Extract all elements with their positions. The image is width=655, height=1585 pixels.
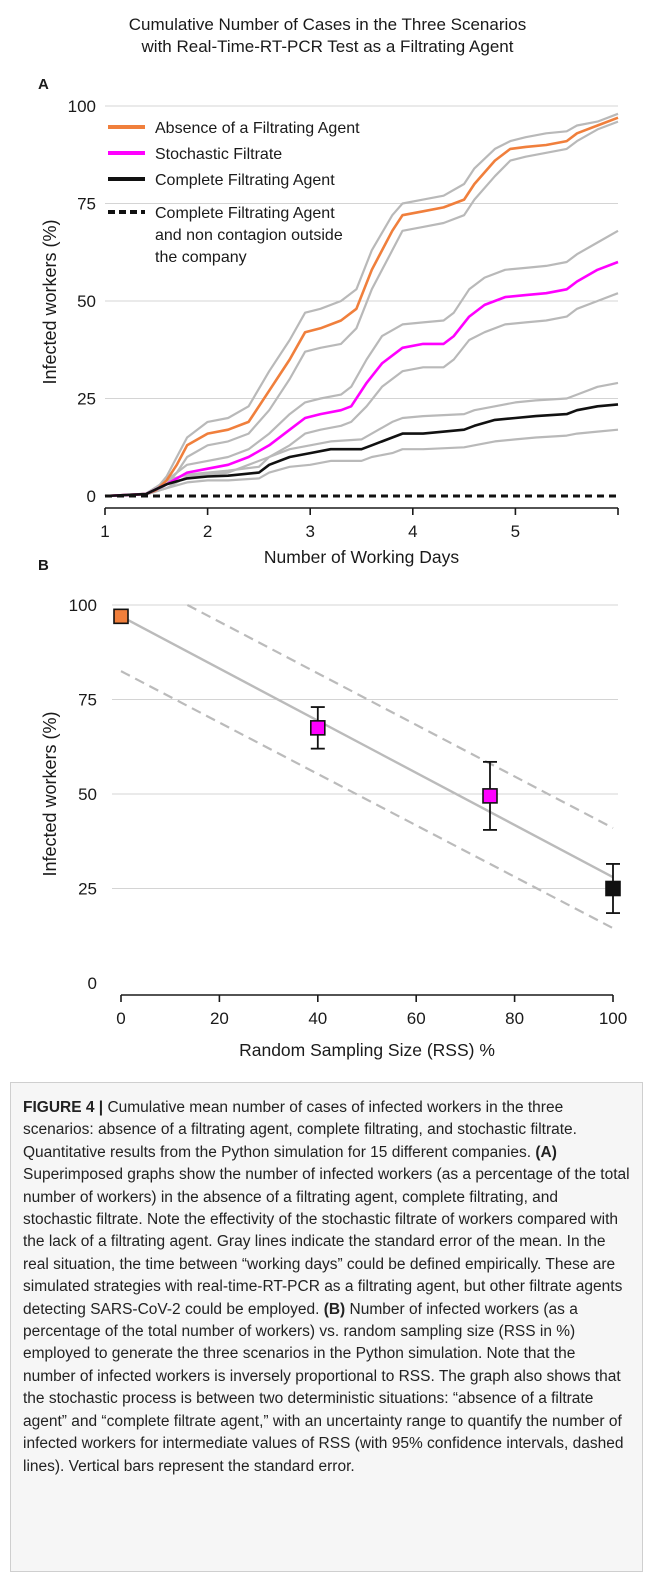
caption-label-a: (A) (535, 1143, 557, 1161)
chart-a-xtick-label: 1 (100, 522, 109, 541)
chart-b-ci-upper (186, 604, 614, 829)
chart-a-legend-label: and non contagion outside (155, 227, 343, 244)
chart-b-points (113, 608, 621, 914)
figure-title: Cumulative Number of Cases in the Three … (0, 14, 655, 58)
chart-a-se-line (104, 381, 619, 498)
chart-a-axes: 0 25 50 75 100 1 2 3 4 5 Number of Working Days Inf… (40, 97, 619, 567)
chart-b-ytick-label: 25 (78, 880, 97, 899)
caption-label-b: (B) (323, 1300, 346, 1318)
chart-b-xtick-label: 20 (210, 1009, 229, 1028)
chart-a-legend-label: Complete Filtrating Agent (155, 172, 335, 189)
chart-b-axes: 0 25 50 75 100 0 20 40 60 80 100 Random Sampling Si… (40, 596, 627, 1060)
chart-a-ylabel: Infected workers (%) (40, 219, 60, 384)
chart-a-xtick-label: 4 (408, 522, 417, 541)
chart-a-series-line (104, 116, 619, 498)
chart-a-series-line (104, 260, 619, 498)
chart-b: 0 25 50 75 100 0 20 40 60 80 100 Random Sampling Si… (40, 596, 627, 1060)
chart-a-legend-label: Absence of a Filtrating Agent (155, 120, 360, 137)
panel-b-letter: B (38, 557, 49, 574)
chart-a-legend-label: Stochastic Filtrate (155, 146, 282, 163)
figure-title-line1: Cumulative Number of Cases in the Three … (128, 15, 527, 34)
chart-a-series-line (104, 403, 619, 498)
chart-b-ytick-label: 50 (78, 785, 97, 804)
chart-b-ytick-label: 75 (78, 691, 97, 710)
panel-a-letter: A (38, 76, 49, 93)
chart-b-gridlines (112, 604, 618, 889)
caption-text-1: Cumulative mean number of cases of infec… (23, 1099, 577, 1161)
figure-title-line2: with Real-Time-RT-PCR Test as a Filtrati… (141, 37, 514, 56)
chart-b-xlabel: Random Sampling Size (RSS) % (239, 1040, 495, 1060)
chart-b-xtick-label: 40 (308, 1009, 327, 1028)
caption-text-2: Superimposed graphs show the number of i… (23, 1166, 630, 1318)
chart-a-ytick-label: 50 (77, 292, 96, 311)
chart-b-point (113, 608, 129, 625)
chart-b-xtick-label: 0 (116, 1009, 125, 1028)
chart-a-legend: Absence of a Filtrating Agent Stochastic … (108, 120, 360, 266)
chart-b-xtick-label: 80 (505, 1009, 524, 1028)
chart-a-se-line (104, 428, 619, 498)
caption-text-3: Number of infected workers (as a percent… (23, 1300, 624, 1475)
figure-caption-box: FIGURE 4 | Cumulative mean number of cas… (10, 1082, 643, 1572)
chart-b-point (482, 788, 498, 804)
chart-a-se-line (104, 112, 619, 498)
chart-b-xtick-label: 60 (407, 1009, 426, 1028)
chart-b-ylabel: Infected workers (%) (40, 711, 60, 876)
chart-a-ytick-label: 0 (87, 487, 96, 506)
chart-a-xtick-label: 5 (511, 522, 520, 541)
chart-b-ytick-label: 100 (69, 596, 97, 615)
chart-b-point (309, 720, 326, 736)
chart-a-series (104, 112, 619, 498)
chart-a-se-line (104, 229, 619, 498)
chart-a-xlabel: Number of Working Days (264, 547, 459, 567)
chart-b-ytick-label: 0 (88, 974, 97, 993)
chart-a-ytick-label: 75 (77, 195, 96, 214)
chart-a-xtick-label: 3 (305, 522, 314, 541)
chart-b-fit-lines (120, 604, 614, 930)
chart-b-ci-lower (120, 670, 614, 930)
chart-a-se-line (104, 120, 619, 498)
chart-b-xtick-label: 100 (599, 1009, 627, 1028)
chart-a-xtick-label: 2 (203, 522, 212, 541)
chart-b-fit-line (120, 615, 614, 879)
chart-a-legend-label: the company (155, 249, 247, 266)
chart-a-ytick-label: 100 (68, 97, 96, 116)
chart-a-legend-label: Complete Filtrating Agent (155, 205, 335, 222)
chart-a-ytick-label: 25 (77, 390, 96, 409)
chart-a-se-line (104, 292, 619, 498)
chart-b-point (605, 880, 621, 897)
figure-caption: FIGURE 4 | Cumulative mean number of cas… (23, 1097, 630, 1478)
chart-a: 0 25 50 75 100 1 2 3 4 5 Number of Working Days Inf… (40, 97, 619, 567)
chart-a-gridlines (105, 105, 618, 399)
caption-label: FIGURE 4 | (23, 1099, 104, 1116)
